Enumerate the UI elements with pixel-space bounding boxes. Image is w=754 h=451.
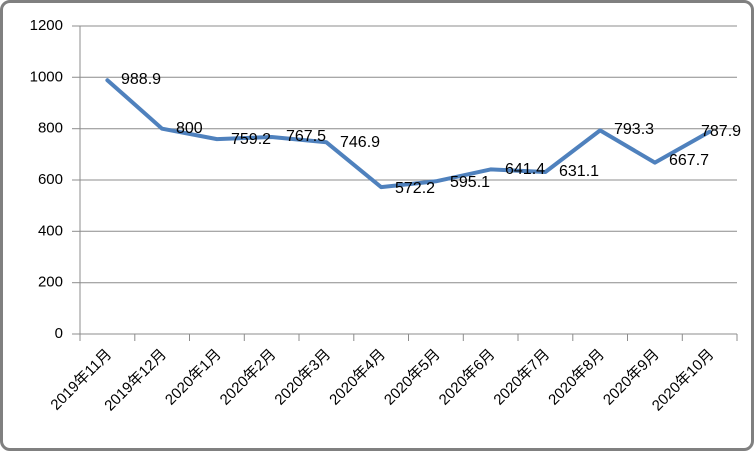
x-axis-ticks — [79, 334, 738, 341]
data-label: 746.9 — [340, 134, 380, 151]
data-label: 595.1 — [450, 174, 490, 191]
y-tick-label: 0 — [55, 325, 63, 342]
x-category-label: 2020年3月 — [271, 346, 334, 409]
data-label: 988.9 — [121, 71, 161, 88]
series-line — [105, 78, 712, 190]
data-label: 667.7 — [669, 152, 709, 169]
data-label: 767.5 — [286, 128, 326, 145]
y-tick-label: 1000 — [30, 68, 63, 85]
y-tick-label: 400 — [38, 222, 63, 239]
x-category-label: 2020年1月 — [162, 346, 225, 409]
x-category-label: 2020年5月 — [381, 346, 444, 409]
y-axis-ticks — [72, 25, 80, 335]
x-category-label: 2020年8月 — [545, 346, 608, 409]
y-tick-label: 1200 — [30, 17, 63, 34]
y-tick-label: 800 — [38, 120, 63, 137]
y-axis-labels: 1200 1000 800 600 400 200 0 — [30, 17, 63, 342]
data-label: 800 — [176, 120, 203, 137]
x-axis-labels: 2019年11月 2019年12月 2020年1月 2020年2月 2020年3… — [47, 346, 717, 415]
x-category-label: 2020年2月 — [217, 346, 280, 409]
y-tick-label: 200 — [38, 274, 63, 291]
y-tick-label: 600 — [38, 171, 63, 188]
x-category-label: 2020年6月 — [436, 346, 499, 409]
x-category-label: 2020年7月 — [490, 346, 553, 409]
data-label: 641.4 — [505, 161, 545, 178]
data-label: 793.3 — [614, 121, 654, 138]
data-label: 759.2 — [231, 131, 271, 148]
x-category-label: 2020年4月 — [326, 346, 389, 409]
gridlines — [80, 25, 737, 284]
data-labels: 988.9 800 759.2 767.5 746.9 572.2 595.1 … — [121, 71, 741, 197]
data-label: 572.2 — [395, 180, 435, 197]
data-label: 631.1 — [559, 163, 599, 180]
line-chart: 1200 1000 800 600 400 200 0 2019年11月 201… — [30, 17, 742, 415]
data-label: 787.9 — [701, 123, 741, 140]
